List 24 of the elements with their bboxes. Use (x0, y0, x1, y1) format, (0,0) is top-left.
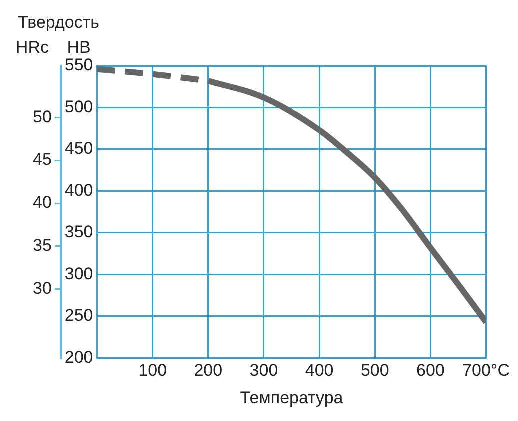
y2-tick-label: 40 (32, 193, 52, 212)
y-axis-title: HB (67, 38, 91, 57)
chart-title: Твердость (18, 13, 100, 32)
x-tick-label: 100 (138, 361, 168, 380)
y2-tick-label: 35 (32, 236, 52, 256)
y-tick-label: 200 (64, 348, 94, 367)
y-tick-label: 250 (64, 306, 94, 326)
x-tick-label: 300 (250, 361, 278, 380)
y2-tick-label: 30 (32, 279, 52, 298)
y-tick-label: 550 (64, 56, 94, 75)
y-tick-label: 500 (64, 97, 94, 116)
y2-axis-title: HRc (16, 38, 50, 57)
y-tick-label: 300 (64, 264, 94, 284)
x-tick-label: 600 (416, 361, 445, 380)
y2-tick-label: 45 (32, 150, 52, 170)
x-tick-label: 700°C (462, 361, 510, 380)
y-tick-label: 450 (64, 139, 94, 158)
x-tick-label: 500 (360, 361, 390, 380)
x-tick-label: 200 (194, 361, 223, 380)
x-axis-title: Температура (240, 388, 344, 408)
y-tick-label: 400 (64, 180, 94, 200)
x-tick-label: 400 (305, 361, 334, 380)
y2-tick-label: 50 (32, 107, 52, 126)
y-tick-label: 350 (64, 222, 94, 242)
